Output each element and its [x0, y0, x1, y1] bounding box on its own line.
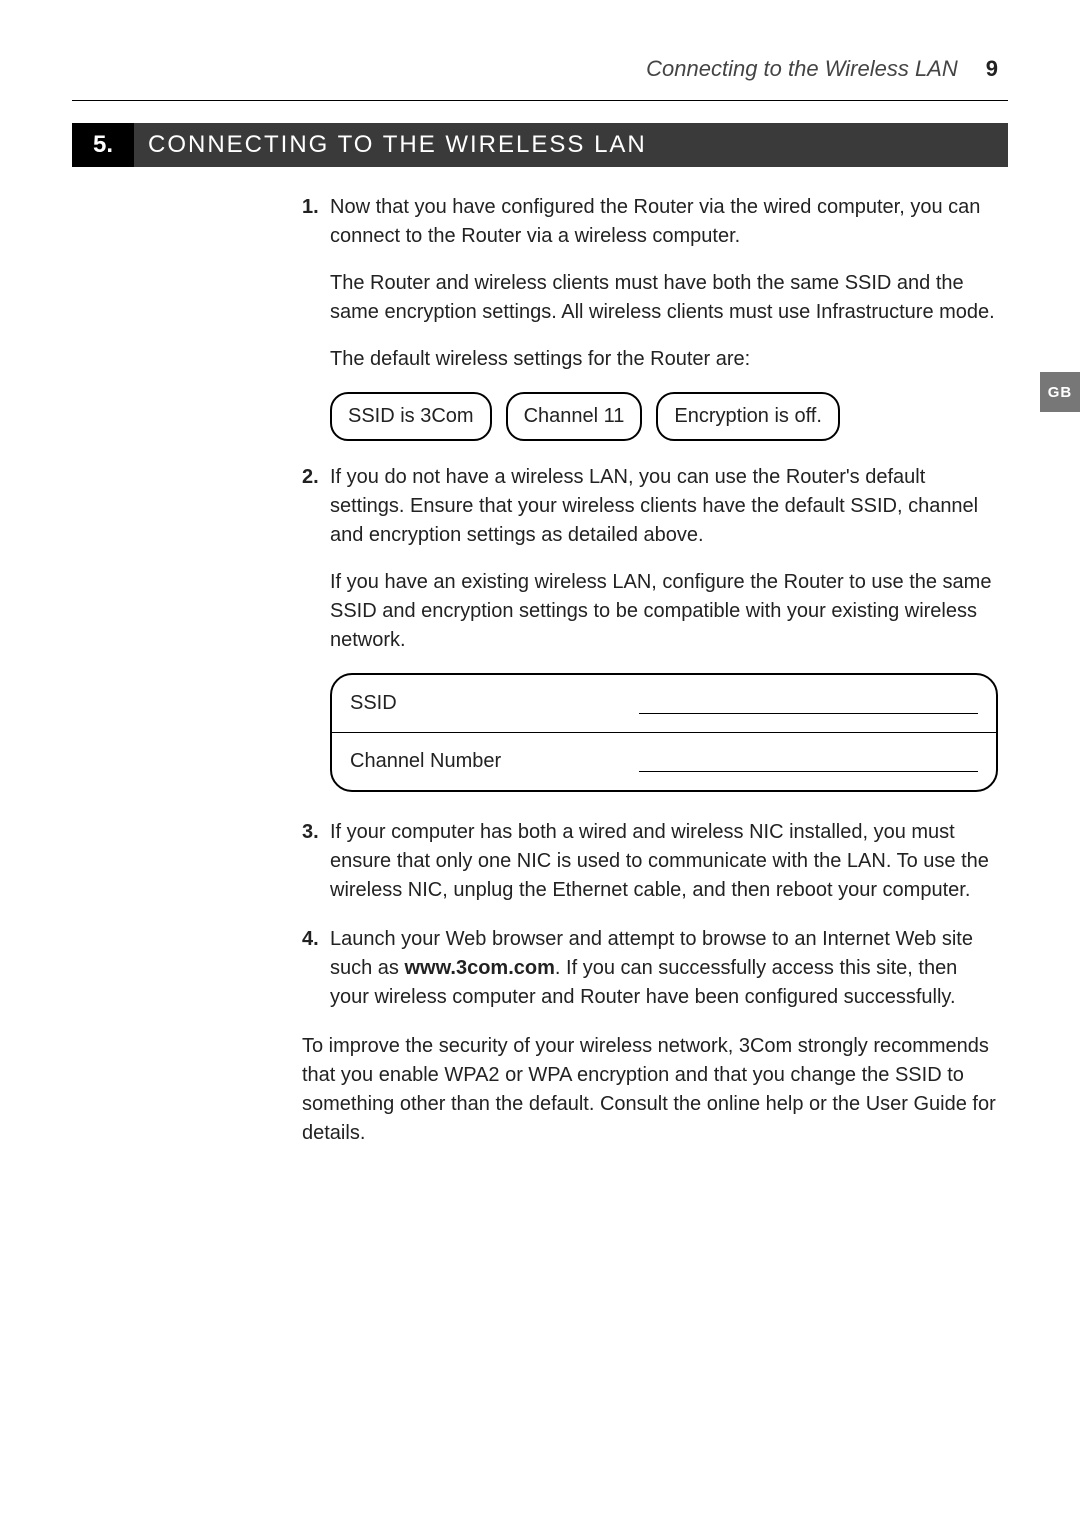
running-header: Connecting to the Wireless LAN 9 [72, 56, 1008, 82]
step-1-p1: Now that you have configured the Router … [330, 193, 998, 251]
step-number: 2. [302, 463, 319, 492]
step-1-p3: The default wireless settings for the Ro… [330, 345, 998, 374]
settings-table: SSID Channel Number [330, 673, 998, 792]
header-rule [72, 100, 1008, 101]
table-label-channel: Channel Number [350, 747, 639, 776]
table-value-ssid[interactable] [639, 694, 978, 714]
table-row: SSID [332, 675, 996, 732]
content-area: 1. Now that you have configured the Rout… [302, 193, 998, 1148]
pill-ssid: SSID is 3Com [330, 392, 492, 441]
page: Connecting to the Wireless LAN 9 5. CONN… [0, 0, 1080, 1532]
steps-list: 1. Now that you have configured the Rout… [302, 193, 998, 1012]
language-tab-gb: GB [1040, 372, 1080, 412]
page-number: 9 [986, 56, 998, 82]
table-row: Channel Number [332, 732, 996, 790]
step-number: 3. [302, 818, 319, 847]
pill-encryption: Encryption is off. [656, 392, 839, 441]
running-title: Connecting to the Wireless LAN [646, 56, 958, 82]
step-4: 4. Launch your Web browser and attempt t… [302, 925, 998, 1012]
section-heading-bar: 5. CONNECTING TO THE WIRELESS LAN [72, 123, 1008, 167]
default-settings-pills: SSID is 3Com Channel 11 Encryption is of… [330, 392, 998, 441]
step-2: 2. If you do not have a wireless LAN, yo… [302, 463, 998, 792]
section-title: CONNECTING TO THE WIRELESS LAN [134, 123, 1008, 167]
step-4-url: www.3com.com [404, 957, 554, 979]
step-number: 4. [302, 925, 319, 954]
step-2-p2: If you have an existing wireless LAN, co… [330, 568, 998, 655]
table-label-ssid: SSID [350, 689, 639, 718]
step-2-p1: If you do not have a wireless LAN, you c… [330, 463, 998, 550]
step-1-p2: The Router and wireless clients must hav… [330, 269, 998, 327]
section-number: 5. [72, 123, 134, 167]
table-value-channel[interactable] [639, 752, 978, 772]
step-1: 1. Now that you have configured the Rout… [302, 193, 998, 441]
step-3-p1: If your computer has both a wired and wi… [330, 818, 998, 905]
step-3: 3. If your computer has both a wired and… [302, 818, 998, 905]
pill-channel: Channel 11 [506, 392, 643, 441]
step-4-p1: Launch your Web browser and attempt to b… [330, 925, 998, 1012]
step-number: 1. [302, 193, 319, 222]
closing-paragraph: To improve the security of your wireless… [302, 1032, 998, 1148]
